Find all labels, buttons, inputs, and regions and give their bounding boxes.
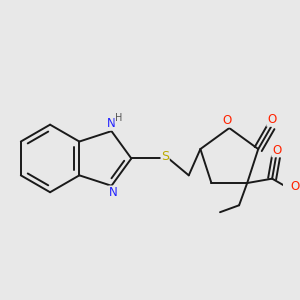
Text: O: O [272,144,281,157]
Text: O: O [222,114,231,127]
Text: N: N [109,186,118,199]
Text: N: N [107,117,116,130]
Text: S: S [161,150,169,163]
Text: O: O [267,113,276,126]
Text: O: O [290,180,299,193]
Text: H: H [115,113,123,123]
